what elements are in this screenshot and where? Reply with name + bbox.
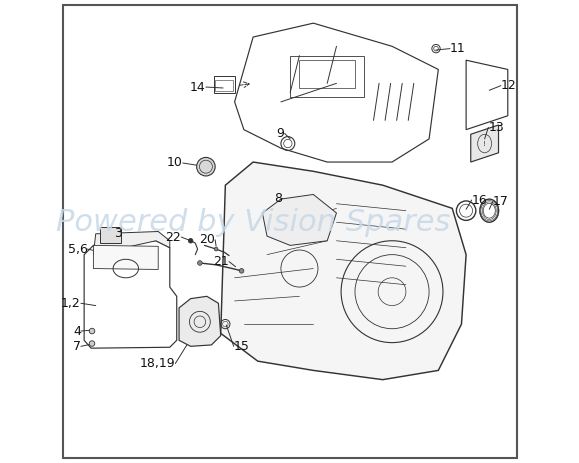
Text: 16: 16: [472, 194, 488, 206]
Polygon shape: [84, 241, 177, 348]
Text: 18,19: 18,19: [140, 357, 175, 370]
Text: 8: 8: [274, 192, 282, 205]
Polygon shape: [466, 60, 508, 130]
Bar: [290, 56, 364, 97]
Ellipse shape: [197, 261, 202, 265]
Polygon shape: [221, 162, 466, 380]
Text: 11: 11: [450, 42, 466, 55]
Text: 3: 3: [114, 227, 122, 240]
Text: 7: 7: [73, 340, 81, 353]
Text: 20: 20: [199, 233, 215, 246]
Bar: [214, 76, 234, 93]
Polygon shape: [262, 194, 336, 245]
Polygon shape: [471, 125, 499, 162]
Text: !: !: [483, 141, 486, 147]
Polygon shape: [179, 296, 221, 346]
Text: 22: 22: [166, 231, 181, 244]
Text: 12: 12: [501, 79, 516, 92]
Text: Powered by Vision Spares: Powered by Vision Spares: [56, 208, 450, 237]
Bar: [299, 60, 355, 88]
Text: 1,2: 1,2: [61, 297, 81, 310]
Polygon shape: [93, 232, 170, 255]
Polygon shape: [93, 245, 158, 269]
Text: 21: 21: [213, 255, 229, 268]
Ellipse shape: [214, 247, 218, 251]
Text: 10: 10: [167, 156, 183, 169]
Text: 15: 15: [234, 340, 250, 353]
Text: 9: 9: [277, 127, 285, 140]
Ellipse shape: [89, 341, 95, 346]
Text: 5,6: 5,6: [68, 243, 87, 256]
Text: 14: 14: [190, 81, 206, 94]
Ellipse shape: [197, 157, 215, 176]
Text: 17: 17: [493, 195, 509, 208]
Ellipse shape: [89, 328, 95, 334]
Ellipse shape: [239, 269, 244, 273]
Ellipse shape: [188, 238, 193, 243]
Text: 13: 13: [488, 121, 504, 134]
Polygon shape: [234, 23, 438, 162]
Bar: [100, 227, 121, 243]
Bar: [215, 80, 233, 91]
Text: 4: 4: [73, 325, 81, 338]
